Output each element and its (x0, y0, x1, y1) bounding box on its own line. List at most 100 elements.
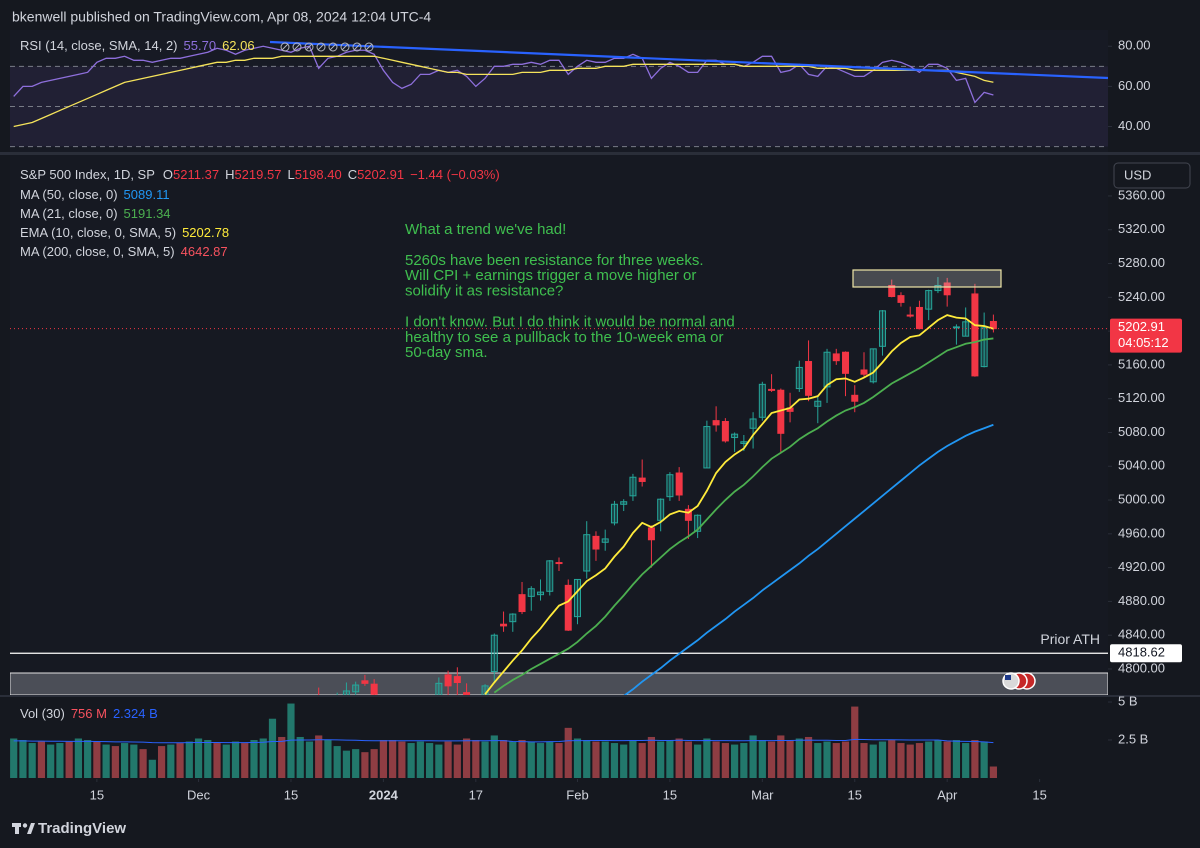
candle-body (666, 474, 674, 498)
candle-body (842, 351, 850, 374)
volume-bar (28, 743, 36, 778)
volume-bar (268, 718, 277, 778)
candle-body (620, 501, 628, 505)
volume-bar (37, 741, 46, 778)
volume-bar (148, 759, 156, 778)
legend-item: 5089.11 (124, 187, 170, 202)
candle-body (592, 535, 600, 550)
currency-label[interactable]: USD (1124, 167, 1151, 182)
legend-item: 62.06 (222, 38, 255, 53)
legend-item: 2.324 B (113, 706, 158, 721)
volume-bar (426, 743, 434, 778)
volume-bar (518, 740, 526, 778)
y-tick-label: 5000.00 (1118, 491, 1165, 506)
volume-bar (416, 741, 424, 778)
candle-body (925, 290, 933, 310)
annotation: 5260s have been resistance for three wee… (405, 252, 704, 269)
candle-body (731, 433, 739, 439)
volume-bar (814, 743, 822, 778)
candle-body (805, 361, 813, 396)
legend-icon (340, 42, 350, 52)
legend-item: 756 M (71, 706, 107, 721)
volume-bar (777, 735, 785, 778)
volume-bar (19, 740, 27, 778)
candle-body (573, 578, 581, 618)
x-tick-label: 15 (848, 787, 862, 802)
legend-icon (328, 42, 338, 52)
candle-body (703, 426, 711, 469)
legend-icon (280, 42, 290, 52)
y-tick-label: 5240.00 (1118, 289, 1165, 304)
legend-icon (341, 43, 349, 51)
volume-bar (629, 740, 637, 778)
event-icons (1002, 672, 1036, 690)
candle-body (444, 674, 452, 687)
volume-bar (583, 740, 591, 778)
volume-bar (703, 738, 711, 778)
candle-body (758, 383, 766, 418)
volume-bar (444, 741, 452, 778)
volume-bar (712, 741, 720, 778)
currency-button[interactable] (1113, 162, 1191, 189)
candle-body (943, 282, 951, 296)
volume-bar (453, 744, 461, 778)
volume-bar (758, 740, 766, 778)
volume-bar (490, 735, 498, 778)
candle-body (749, 418, 757, 429)
volume-bar (342, 750, 351, 778)
flag-canton (1005, 675, 1011, 680)
volume-bar (361, 752, 369, 778)
candle-body (740, 441, 748, 444)
legend-item: S&P 500 Index, 1D, SP (20, 167, 155, 182)
volume-bar (398, 741, 406, 778)
volume-bar (259, 738, 267, 778)
legend-icon (365, 43, 373, 51)
candle-body (555, 562, 563, 565)
volume-bar (601, 741, 609, 778)
candle-body (509, 613, 517, 623)
volume-bar (592, 741, 600, 778)
volume-bar (462, 738, 471, 778)
candle-body (453, 676, 461, 683)
candle-body (481, 685, 489, 695)
legend-item: 5202.91 (357, 167, 404, 182)
overlay: 80.00 60.00 40.00 RSI (14, close, SMA, 14, … (10, 38, 1182, 802)
x-tick-label: 15 (90, 787, 104, 802)
volume-bar (56, 743, 64, 778)
volume-bar (231, 741, 240, 778)
volume-bar (749, 735, 757, 778)
legend-item: EMA (10, close, 0, SMA, 5) (20, 225, 176, 240)
y-tick-label: 4880.00 (1118, 593, 1165, 608)
legend-item: 5211.37 (173, 167, 219, 182)
volume-bar (379, 740, 387, 778)
candle-body (795, 366, 803, 390)
volume-bar (841, 741, 850, 778)
legend: MA (50, close, 0) 5089.11 (20, 187, 170, 202)
volume-bar (241, 743, 249, 778)
y-tick-label: 5120.00 (1118, 390, 1165, 405)
volume-bar (481, 741, 489, 778)
volume-bar (860, 743, 868, 778)
last-price-tag (1110, 318, 1182, 353)
volume-bar (139, 749, 147, 778)
legend-item: 5202.78 (182, 225, 229, 240)
x-tick-label: Dec (187, 787, 211, 802)
y-tick-label: 5080.00 (1118, 424, 1165, 439)
volume-bar (564, 727, 572, 778)
hline-label: Prior ATH (1040, 631, 1100, 647)
legend-item: Vol (30) (20, 706, 65, 721)
volume-bar (370, 749, 378, 778)
candle-body (629, 476, 637, 497)
series-line (13, 55, 994, 128)
candle-body (962, 321, 970, 337)
volume-bar (731, 744, 739, 778)
legend-icon (304, 42, 314, 52)
legend-item: 55.70 (184, 38, 217, 53)
candle-body (601, 538, 609, 543)
legend-icon (293, 43, 301, 51)
candle-body (527, 588, 535, 597)
volume-bar (250, 740, 258, 778)
volume-bar (546, 741, 554, 778)
volume-bar (509, 741, 517, 778)
